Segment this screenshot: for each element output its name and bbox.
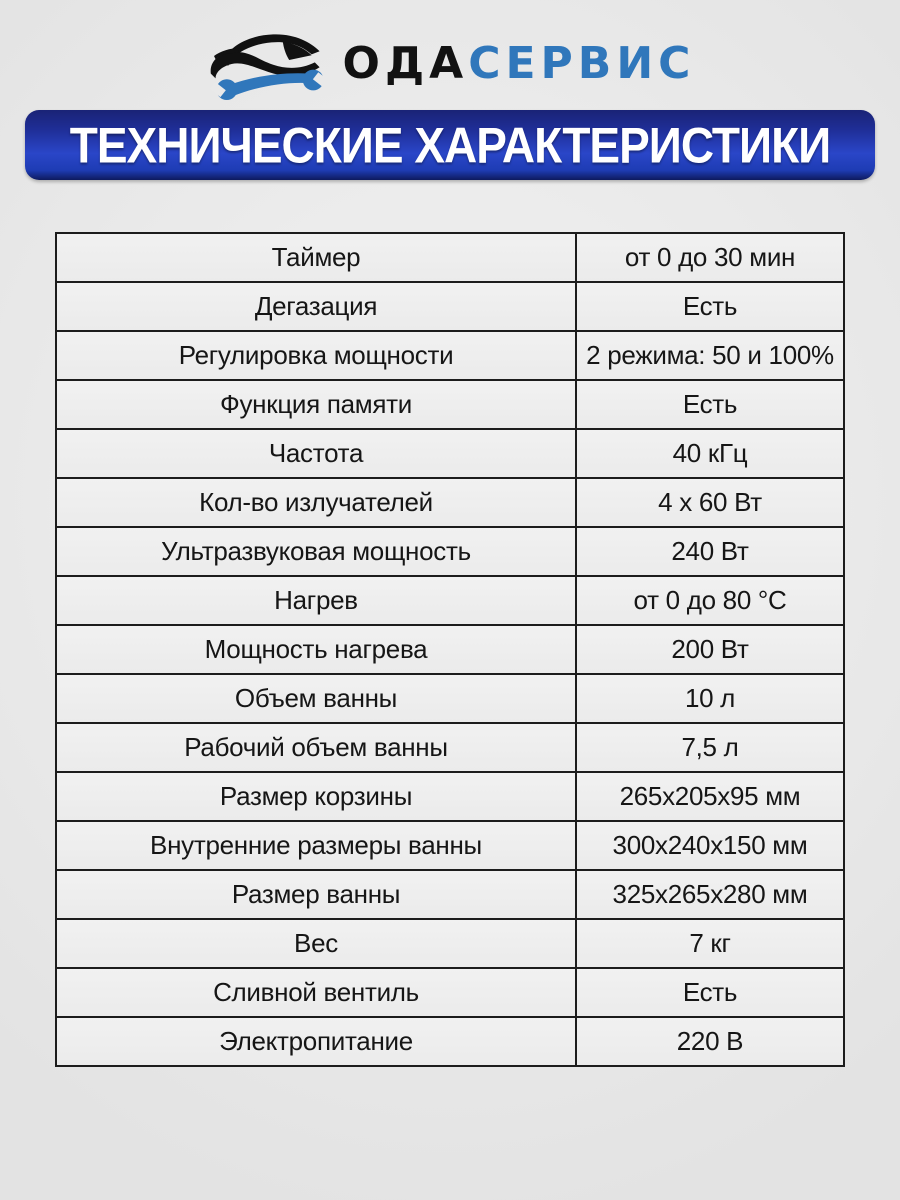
column-divider	[575, 234, 577, 281]
spec-label: Функция памяти	[220, 389, 412, 419]
column-divider	[575, 675, 577, 722]
spec-label: Внутренние размеры ванны	[150, 830, 482, 860]
column-divider	[575, 822, 577, 869]
spec-label: Нагрев	[274, 585, 358, 615]
spec-label: Размер корзины	[219, 781, 413, 811]
spec-row: Регулировка мощности 2 режима: 50 и 100%	[57, 332, 843, 381]
logo-text: ОДАСЕРВИС	[343, 42, 696, 86]
spec-label: Вес	[294, 928, 338, 958]
spec-label: Регулировка мощности	[178, 340, 454, 370]
spec-row: Нагрев от 0 до 80 °С	[57, 577, 843, 626]
column-divider	[575, 430, 577, 477]
spec-value: 325х265х280 мм	[612, 879, 808, 909]
column-divider	[575, 332, 577, 379]
column-divider	[575, 283, 577, 330]
spec-row: Электропитание 220 В	[57, 1018, 843, 1065]
spec-label: Дегазация	[254, 291, 378, 321]
column-divider	[575, 724, 577, 771]
column-divider	[575, 479, 577, 526]
car-wrench-icon	[205, 24, 335, 104]
column-divider	[575, 1018, 577, 1065]
column-divider	[575, 577, 577, 624]
spec-label: Объем ванны	[234, 683, 398, 713]
spec-value: от 0 до 30 мин	[624, 242, 796, 272]
spec-value: 10 л	[684, 683, 736, 713]
spec-label: Таймер	[271, 242, 361, 272]
spec-value: 300х240х150 мм	[612, 830, 808, 860]
spec-value: 265х205х95 мм	[619, 781, 801, 811]
column-divider	[575, 969, 577, 1016]
spec-row: Функция памяти Есть	[57, 381, 843, 430]
column-divider	[575, 626, 577, 673]
spec-row: Размер ванны 325х265х280 мм	[57, 871, 843, 920]
spec-row: Рабочий объем ванны 7,5 л	[57, 724, 843, 773]
column-divider	[575, 528, 577, 575]
spec-value: 7 кг	[689, 928, 731, 958]
spec-value: Есть	[682, 291, 738, 321]
spec-value: 240 Вт	[671, 536, 749, 566]
wrench	[209, 69, 329, 100]
logo-text-blue: СЕРВИС	[468, 38, 696, 89]
column-divider	[575, 920, 577, 967]
spec-value: 2 режима: 50 и 100%	[586, 340, 834, 370]
spec-row: Внутренние размеры ванны 300х240х150 мм	[57, 822, 843, 871]
spec-value: 4 х 60 Вт	[658, 487, 762, 517]
logo: ОДАСЕРВИС	[0, 0, 900, 106]
spec-row: Дегазация Есть	[57, 283, 843, 332]
spec-row: Вес 7 кг	[57, 920, 843, 969]
spec-label: Электропитание	[219, 1026, 413, 1056]
spec-value: 200 Вт	[671, 634, 749, 664]
spec-value: Есть	[682, 389, 738, 419]
spec-value: от 0 до 80 °С	[633, 585, 787, 615]
spec-label: Размер ванны	[231, 879, 401, 909]
column-divider	[575, 773, 577, 820]
logo-text-black: ОДА	[342, 38, 469, 89]
spec-label: Сливной вентиль	[213, 977, 419, 1007]
spec-value: 220 В	[676, 1026, 744, 1056]
spec-value: 40 кГц	[672, 438, 748, 468]
spec-row: Размер корзины 265х205х95 мм	[57, 773, 843, 822]
column-divider	[575, 871, 577, 918]
spec-label: Мощность нагрева	[204, 634, 428, 664]
spec-row: Сливной вентиль Есть	[57, 969, 843, 1018]
section-title: ТЕХНИЧЕСКИЕ ХАРАКТЕРИСТИКИ	[69, 116, 831, 174]
spec-value: Есть	[682, 977, 738, 1007]
spec-row: Объем ванны 10 л	[57, 675, 843, 724]
spec-row: Ультразвуковая мощность 240 Вт	[57, 528, 843, 577]
spec-table: Таймер от 0 до 30 мин Дегазация Есть Регулир…	[55, 232, 845, 1067]
spec-label: Кол-во излучателей	[199, 487, 433, 517]
spec-row: Частота 40 кГц	[57, 430, 843, 479]
spec-row: Таймер от 0 до 30 мин	[57, 234, 843, 283]
spec-label: Частота	[268, 438, 364, 468]
column-divider	[575, 381, 577, 428]
spec-row: Кол-во излучателей 4 х 60 Вт	[57, 479, 843, 528]
spec-label: Ультразвуковая мощность	[161, 536, 471, 566]
spec-value: 7,5 л	[681, 732, 739, 762]
spec-label: Рабочий объем ванны	[184, 732, 448, 762]
spec-row: Мощность нагрева 200 Вт	[57, 626, 843, 675]
section-title-banner: ТЕХНИЧЕСКИЕ ХАРАКТЕРИСТИКИ	[25, 110, 875, 180]
